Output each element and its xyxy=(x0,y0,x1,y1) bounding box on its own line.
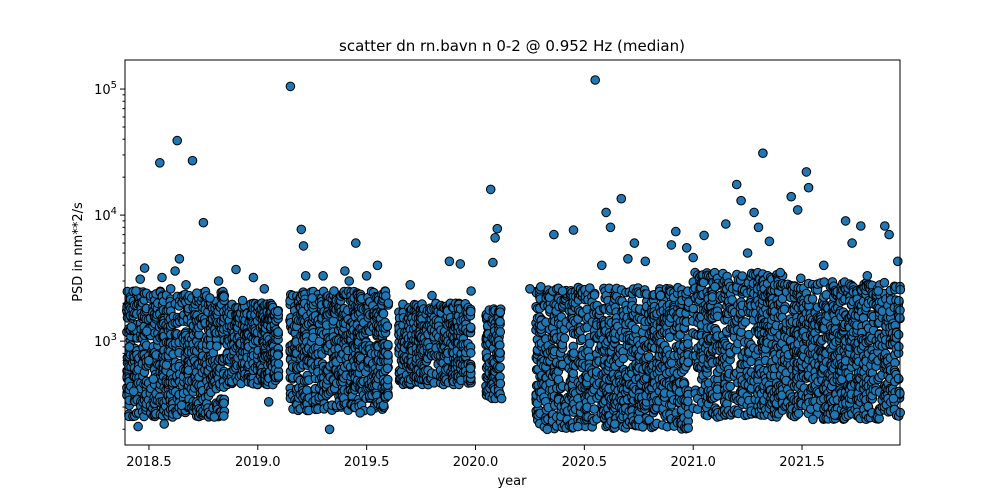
data-point xyxy=(273,350,283,361)
data-point xyxy=(382,321,393,332)
data-point xyxy=(589,290,600,300)
data-point xyxy=(465,306,476,317)
data-point xyxy=(219,292,229,302)
data-point xyxy=(383,390,393,401)
points-layer xyxy=(122,75,906,435)
data-point xyxy=(740,317,751,327)
data-point xyxy=(569,348,579,359)
data-point xyxy=(793,408,804,419)
data-point xyxy=(683,339,693,349)
data-point xyxy=(644,352,654,362)
data-point xyxy=(273,359,284,369)
data-point xyxy=(683,423,694,433)
data-point xyxy=(382,363,393,374)
chart-title: scatter dn rn.bavn n 0-2 @ 0.952 Hz (med… xyxy=(339,37,685,55)
data-point xyxy=(618,353,629,364)
data-point xyxy=(212,341,222,352)
data-point xyxy=(383,350,393,360)
data-point xyxy=(495,307,506,318)
data-point xyxy=(465,322,476,333)
data-point xyxy=(737,271,748,281)
data-point xyxy=(664,332,675,343)
data-point xyxy=(383,374,393,385)
data-point xyxy=(219,411,229,421)
data-point xyxy=(273,306,283,317)
data-point xyxy=(495,378,506,389)
data-point xyxy=(219,398,229,409)
data-point xyxy=(779,304,790,315)
data-point xyxy=(495,316,505,327)
data-point xyxy=(495,348,505,358)
data-point xyxy=(273,327,283,337)
data-point xyxy=(378,308,389,319)
data-point xyxy=(559,333,570,344)
data-point xyxy=(466,348,476,358)
data-point xyxy=(495,362,505,372)
data-point xyxy=(807,294,818,304)
data-point xyxy=(383,339,393,350)
data-point xyxy=(465,363,476,374)
data-point xyxy=(725,381,736,392)
data-point xyxy=(796,273,806,284)
data-point xyxy=(495,327,506,337)
data-point xyxy=(273,371,284,381)
